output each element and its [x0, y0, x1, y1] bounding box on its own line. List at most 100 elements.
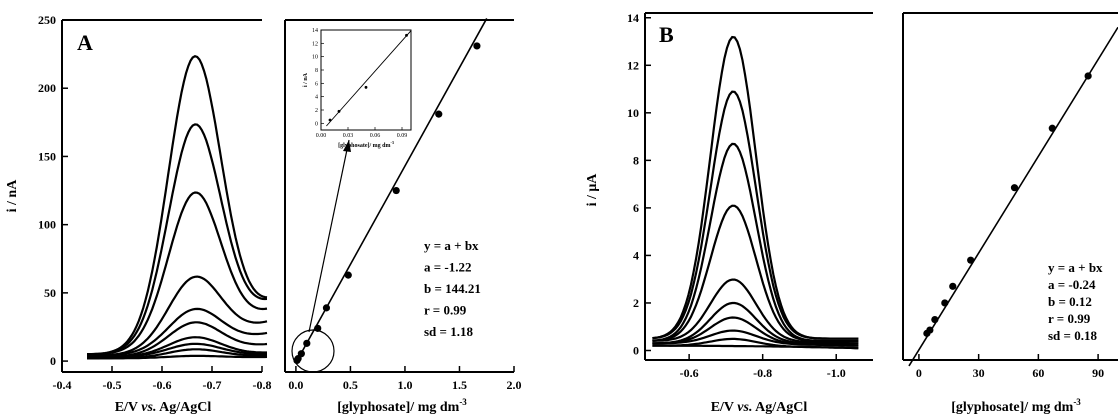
inset-y-tick-label: 12	[312, 41, 318, 47]
panel-b-ylabel: i / μA	[585, 173, 600, 207]
panel-b-fit-annotation: y = a + bx a = -0.24 b = 0.12 r = 0.99 sd = …	[1048, 260, 1103, 343]
panel-b-letter: B	[659, 22, 674, 47]
inset-ylabel: i / nA	[303, 72, 309, 87]
panel-a-right-x-ticks: 0.0 0.5 1.0 1.5 2.0	[288, 366, 522, 392]
panel-a-curves	[87, 55, 268, 360]
y-tick-label: 6	[633, 201, 639, 215]
data-point	[967, 256, 975, 264]
panel-a-letter: A	[77, 30, 93, 55]
inset-x-tick-label: 0.09	[397, 133, 408, 139]
voltammogram-curve	[87, 55, 268, 356]
x-tick-label: -0.8	[753, 366, 772, 380]
panel-a-ylabel: i / nA	[5, 179, 20, 213]
voltammogram-curve	[87, 321, 268, 359]
fit-annotation-line: r = 0.99	[424, 303, 467, 318]
panel-b-right-x-ticks: 0 30 60 90	[916, 354, 1104, 380]
y-tick-label: 150	[38, 149, 56, 163]
y-tick-label: 2	[633, 296, 639, 310]
inset-y-tick-label: 6	[315, 81, 318, 87]
x-tick-label: 60	[1032, 366, 1044, 380]
fit-annotation-line: sd = 1.18	[424, 324, 473, 339]
inset-y-tick-label: 14	[312, 28, 318, 34]
inset-y-tick-label: 10	[312, 55, 318, 61]
y-tick-label: 100	[38, 218, 56, 232]
y-tick-label: 250	[38, 13, 56, 27]
x-tick-label: -0.4	[53, 378, 72, 392]
data-point	[322, 304, 331, 312]
inset-x-tick-label: 0.06	[370, 133, 381, 139]
x-tick-label: 90	[1092, 366, 1104, 380]
y-tick-label: 200	[38, 81, 56, 95]
data-point	[941, 299, 949, 307]
fit-annotation-line: r = 0.99	[1048, 311, 1091, 326]
voltammogram-curve	[87, 307, 268, 357]
y-tick-label: 8	[633, 153, 639, 167]
data-point	[949, 282, 957, 290]
fit-annotation-line: b = 0.12	[1048, 294, 1092, 309]
voltammogram-curve	[652, 316, 859, 347]
fit-annotation-line: b = 144.21	[424, 281, 481, 296]
voltammogram-curve	[652, 337, 859, 350]
data-point	[392, 186, 400, 195]
data-point	[1048, 124, 1056, 132]
panel-a-left-xlabel: E/V vs. Ag/AgCl	[115, 400, 212, 415]
voltammogram-curve	[87, 348, 268, 360]
zoom-arrow-head	[343, 140, 351, 152]
x-tick-label: 0.5	[343, 378, 358, 392]
inset-y-tick-label: 2	[315, 108, 318, 114]
inset-points	[328, 33, 408, 122]
y-tick-label: 0	[50, 354, 56, 368]
voltammogram-curve	[652, 35, 859, 340]
panel-a-voltammogram-plot: 0 50 100 150 200 250 -0.4 -0.5 -0.6 -0.7 -0.8 A E…	[5, 13, 272, 415]
data-point	[926, 326, 934, 334]
inset-point	[405, 33, 408, 37]
data-point	[1010, 184, 1019, 192]
voltammogram-curve	[652, 142, 859, 343]
panel-a-y-ticks: 0 50 100 150 200 250	[38, 13, 68, 368]
panel-b-left-x-ticks: -0.6 -0.8 -1.0	[680, 354, 846, 380]
data-point	[344, 271, 352, 279]
data-point	[473, 42, 481, 50]
inset-fit	[326, 30, 412, 127]
y-tick-label: 0	[633, 343, 639, 357]
x-tick-label: -0.8	[253, 378, 272, 392]
panel-b-points	[923, 72, 1092, 337]
inset-x-tick-label: 0.03	[343, 133, 354, 139]
y-tick-label: 12	[627, 58, 639, 72]
y-tick-label: 50	[44, 286, 56, 300]
zoom-circle	[291, 329, 335, 373]
panel-b-y-ticks: 0 2 4 6 8 10 12 14	[627, 11, 651, 357]
x-tick-label: 2.0	[507, 378, 522, 392]
panel-a-right-xlabel: [glyphosate]/ mg dm-3	[337, 397, 467, 415]
panel-b-curves	[652, 35, 859, 350]
x-tick-label: 0.0	[288, 378, 303, 392]
x-tick-label: 1.0	[397, 378, 412, 392]
inset-y-tick-label: 4	[315, 95, 318, 101]
x-tick-label: -0.6	[153, 378, 172, 392]
data-point	[1084, 72, 1092, 80]
data-point	[297, 350, 305, 358]
voltammogram-curve	[87, 275, 268, 357]
x-tick-label: -1.0	[827, 366, 846, 380]
x-tick-label: 1.5	[452, 378, 467, 392]
inset-frame	[320, 29, 412, 131]
panel-b-right-xlabel: [glyphosate]/ mg dm-3	[951, 397, 1081, 415]
y-tick-label: 10	[627, 106, 639, 120]
inset-x-tick-label: 0.00	[316, 133, 327, 139]
inset-y-tick-label: 0	[315, 121, 318, 127]
inset-fit-line	[326, 30, 412, 127]
inset-point	[337, 109, 341, 113]
panel-a-fit-annotation: y = a + bx a = -1.22 b = 144.21 r = 0.99 sd …	[424, 238, 481, 339]
data-point	[303, 339, 311, 347]
y-tick-label: 14	[627, 11, 639, 25]
fit-annotation-line: a = -0.24	[1048, 277, 1096, 292]
x-tick-label: 0	[916, 366, 922, 380]
panel-b-fit-line	[908, 26, 1118, 367]
panel-a-calibration-plot: 0.0 0.5 1.0 1.5 2.0 y = a + bx a = -1.22 b = 1…	[284, 18, 522, 415]
fit-annotation-line: y = a + bx	[424, 238, 479, 253]
fit-line	[908, 26, 1118, 367]
x-tick-label: 30	[973, 366, 985, 380]
voltammogram-curve	[652, 278, 859, 345]
inset-point	[328, 118, 332, 122]
